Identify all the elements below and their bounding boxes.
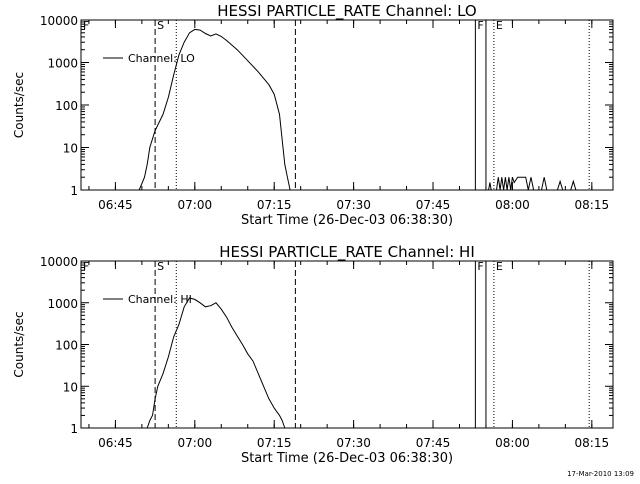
y-axis-label: Counts/sec — [12, 72, 26, 138]
x-tick-label: 06:45 — [98, 436, 133, 450]
y-tick-label: 10 — [63, 380, 78, 394]
event-marker-label: F — [83, 260, 89, 273]
y-tick-label: 1000 — [47, 57, 78, 71]
x-axis-label: Start Time (26-Dec-03 06:38:30) — [241, 451, 453, 466]
plot-frame — [80, 19, 614, 191]
x-tick-label: 06:45 — [98, 198, 133, 212]
y-tick-label: 10000 — [40, 14, 78, 28]
y-tick-label: 10000 — [40, 255, 78, 269]
series-line — [146, 297, 286, 429]
x-tick-label: 08:15 — [575, 198, 610, 212]
chart-title: HESSI PARTICLE_RATE Channel: HI — [219, 243, 475, 262]
event-marker-label: E — [496, 260, 503, 273]
x-tick-label: 07:15 — [257, 436, 292, 450]
y-tick-label: 10 — [63, 142, 78, 156]
series-line — [496, 176, 577, 191]
x-tick-label: 07:00 — [178, 436, 213, 450]
y-axis-label: Counts/sec — [12, 311, 26, 377]
chart-title: HESSI PARTICLE_RATE Channel: LO — [217, 2, 476, 21]
x-tick-label: 08:15 — [575, 436, 610, 450]
x-tick-label: 08:00 — [495, 436, 530, 450]
x-axis-label: Start Time (26-Dec-03 06:38:30) — [241, 213, 453, 228]
x-tick-label: 07:45 — [416, 198, 451, 212]
x-tick-label: 08:00 — [495, 198, 530, 212]
y-tick-label: 1000 — [47, 297, 78, 311]
event-marker-label: S — [157, 19, 164, 32]
legend-label: Channel: LO — [128, 52, 195, 65]
y-tick-label: 100 — [55, 339, 78, 353]
x-tick-label: 07:45 — [416, 436, 451, 450]
legend-label: Channel: HI — [128, 293, 192, 306]
y-tick-label: 100 — [55, 99, 78, 113]
plot-frame — [80, 260, 614, 429]
x-tick-label: 07:30 — [336, 198, 371, 212]
event-marker-label: E — [496, 19, 503, 32]
event-marker-label: S — [157, 260, 164, 273]
series-line — [138, 28, 291, 191]
event-marker-label: F — [477, 260, 483, 273]
event-marker-label: F — [477, 19, 483, 32]
event-marker-label: F — [83, 19, 89, 32]
x-tick-label: 07:00 — [178, 198, 213, 212]
series-line — [488, 182, 492, 191]
x-tick-label: 07:15 — [257, 198, 292, 212]
footer-timestamp: 17-Mar-2010 13:09 — [567, 470, 634, 478]
y-tick-label: 1 — [70, 422, 78, 436]
x-tick-label: 07:30 — [336, 436, 371, 450]
y-tick-label: 1 — [70, 184, 78, 198]
